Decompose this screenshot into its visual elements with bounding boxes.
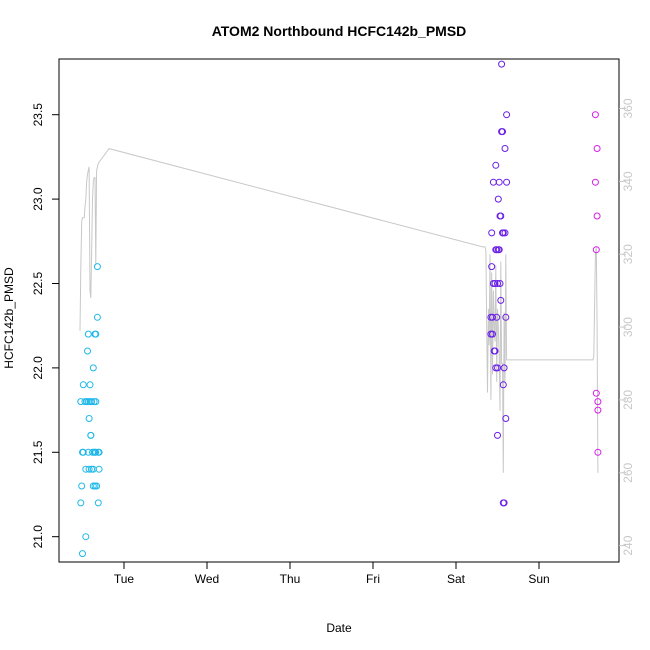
data-point (501, 229, 509, 237)
data-point (496, 280, 504, 287)
line-series (79, 148, 599, 473)
data-point (489, 178, 497, 186)
data-point (491, 280, 499, 287)
data-point (497, 212, 505, 220)
x-axis-label: Date (326, 621, 352, 635)
y-tick-label: 23.5 (31, 103, 45, 127)
data-point (495, 246, 503, 254)
x-tick-label: Tue (114, 572, 135, 586)
scatter-points (77, 60, 602, 558)
data-point (503, 111, 511, 119)
data-point (489, 313, 496, 321)
data-point (85, 465, 93, 473)
series-line (79, 148, 599, 473)
data-point (488, 263, 496, 271)
data-point (84, 347, 91, 355)
data-point (502, 415, 510, 422)
data-point (92, 448, 100, 456)
y-axis-label: HCFC142b_PMSD (2, 267, 16, 369)
data-point (500, 364, 508, 372)
x-axis: Tue Wed Thu Fri Sat Sun (114, 561, 550, 586)
data-point (495, 178, 503, 186)
data-point (94, 499, 102, 507)
data-point (488, 229, 496, 237)
data-point (92, 330, 100, 338)
data-point (95, 448, 103, 456)
data-point (592, 389, 600, 397)
y-tick-label: 21.5 (31, 440, 45, 464)
x-tick-label: Sun (528, 572, 549, 586)
y-tick-label: 21.0 (31, 525, 45, 549)
data-point (95, 465, 103, 473)
data-point (593, 145, 601, 152)
data-point (494, 195, 502, 203)
data-point (499, 128, 506, 136)
data-point (92, 398, 100, 406)
y2-tick-label: 340 (621, 171, 635, 191)
data-point (593, 212, 601, 220)
y-tick-label: 22.0 (31, 356, 45, 380)
data-point (87, 431, 95, 439)
data-point (93, 263, 101, 271)
data-point (85, 415, 93, 422)
data-point (503, 178, 511, 186)
y2-tick-label: 240 (621, 535, 635, 555)
y-axis-right: 240 260 280 300 320 340 360 (619, 98, 635, 556)
data-point (498, 60, 506, 68)
data-point (82, 533, 90, 541)
x-tick-label: Fri (366, 572, 380, 586)
x-tick-label: Thu (280, 572, 301, 586)
data-point (591, 178, 599, 186)
data-point (592, 246, 600, 254)
data-point (84, 330, 92, 338)
data-point (491, 347, 499, 355)
data-point (489, 330, 496, 338)
data-point (493, 313, 501, 321)
y2-tick-label: 300 (621, 317, 635, 337)
data-point (594, 398, 602, 406)
y-axis-left: 21.0 21.5 22.0 22.5 23.0 23.5 (31, 103, 59, 549)
data-point (77, 499, 85, 507)
y2-tick-label: 260 (621, 462, 635, 482)
data-point (86, 381, 94, 389)
data-point (88, 398, 96, 406)
plot-frame (58, 58, 620, 563)
y-tick-label: 22.5 (31, 271, 45, 295)
y2-tick-label: 320 (621, 244, 635, 264)
data-point (494, 431, 501, 439)
data-point (500, 499, 508, 507)
y-tick-label: 23.0 (31, 187, 45, 211)
x-tick-label: Wed (195, 572, 219, 586)
data-point (79, 381, 87, 389)
data-point (501, 145, 509, 152)
data-point (79, 448, 87, 456)
data-point (502, 313, 510, 321)
data-point (89, 364, 97, 372)
data-point (93, 482, 101, 490)
y2-tick-label: 360 (621, 98, 635, 118)
data-point (78, 482, 86, 490)
y2-tick-label: 280 (621, 390, 635, 410)
data-point (79, 550, 86, 558)
chart-title: ATOM2 Northbound HCFC142b_PMSD (212, 23, 467, 39)
data-point (497, 296, 505, 304)
data-point (591, 111, 599, 119)
data-point (499, 381, 507, 389)
data-point (594, 448, 602, 456)
data-point (594, 406, 602, 414)
data-point (492, 161, 500, 169)
data-point (494, 364, 501, 372)
data-point (494, 280, 501, 287)
data-point (93, 313, 101, 321)
x-tick-label: Sat (447, 572, 466, 586)
